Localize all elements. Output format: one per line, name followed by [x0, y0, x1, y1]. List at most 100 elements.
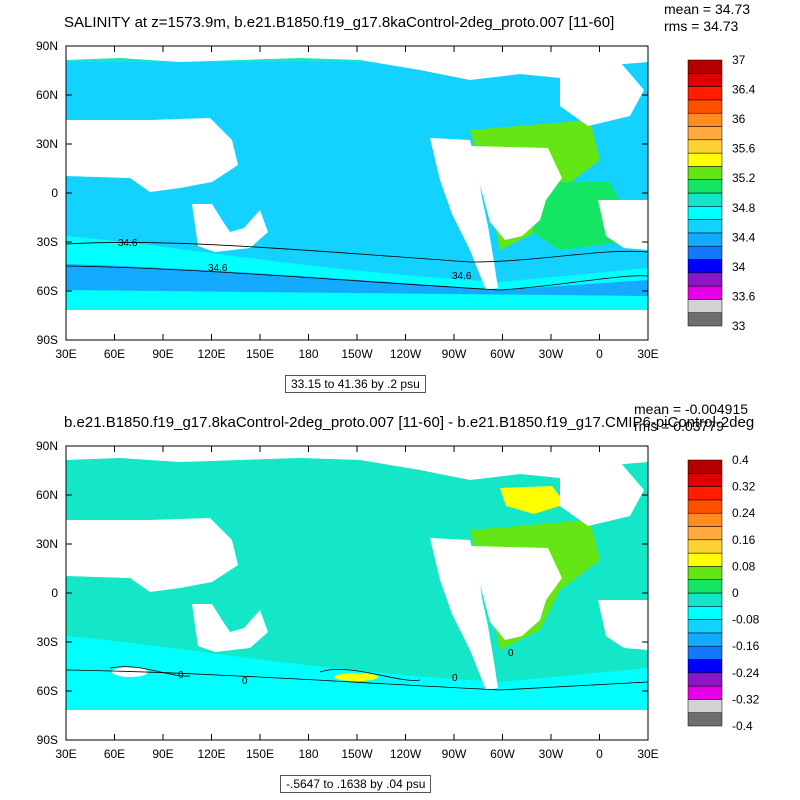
colorbar-label: 33	[732, 319, 746, 333]
colorbar: -0.4 -0.32 -0.24 -0.16 -0.08 0 0.08 0.16 0.24 0.3…	[687, 453, 760, 733]
colorbar-label: 36	[732, 112, 746, 126]
x-tick-label: 150W	[341, 747, 373, 761]
y-tick-label: 90S	[37, 333, 58, 347]
x-tick-label: 120W	[390, 347, 422, 361]
southern-band-field	[66, 264, 648, 296]
map-axes: 30E 60E 90E 120E 150E 180 150W 120W 90W 60W 30W 0 30…	[36, 39, 659, 361]
difference-map: 00 00 30E 60E 90E 120E 150E 180 150W 120W 90W 60W 3…	[36, 439, 760, 761]
x-tick-label: 90W	[442, 347, 467, 361]
colorbar-label: 34.8	[732, 201, 756, 215]
x-tick-label: 30E	[637, 747, 658, 761]
colorbar-swatch	[687, 512, 723, 527]
contour-label: 0	[452, 673, 458, 684]
x-tick-label: 120E	[197, 347, 225, 361]
salinity-panel: SALINITY at z=1573.9m, b.e21.B1850.f19_g…	[36, 2, 756, 393]
land-mask	[66, 446, 648, 480]
colorbar-label: 0.32	[732, 480, 756, 494]
rms-stat: rms = 34.73	[664, 18, 739, 34]
land-mask	[430, 138, 498, 290]
southern-ocean-field	[66, 636, 648, 710]
colorbar-swatch	[687, 699, 723, 713]
x-tick-label: 30E	[55, 747, 76, 761]
colorbar-swatch	[687, 192, 723, 207]
colorbar-swatch	[687, 59, 723, 74]
colorbar-label: -0.24	[732, 666, 760, 680]
colorbar-swatch	[687, 712, 723, 727]
contour-label: 0	[178, 670, 184, 681]
contour-label: 34.6	[208, 263, 228, 274]
land-mask	[66, 46, 648, 80]
contour-line	[65, 242, 649, 263]
land-mask	[66, 518, 238, 592]
x-tick-label: 180	[298, 747, 318, 761]
colorbar-swatch	[687, 112, 723, 127]
x-tick-label: 150W	[341, 347, 373, 361]
colorbar-label: 35.6	[732, 142, 756, 156]
land-mask	[598, 200, 648, 250]
colorbar-swatch	[687, 645, 723, 660]
y-tick-label: 30S	[37, 635, 58, 649]
contour-range-label: -.5647 to .1638 by .04 psu	[280, 775, 432, 793]
panel-title: b.e21.B1850.f19_g17.8kaControl-2deg_prot…	[64, 414, 755, 431]
x-tick-label: 60E	[104, 347, 125, 361]
colorbar-swatch	[687, 606, 723, 620]
colorbar-label: -0.32	[732, 692, 760, 706]
x-tick-label: 180	[298, 347, 318, 361]
panel-title: SALINITY at z=1573.9m, b.e21.B1850.f19_g…	[64, 14, 615, 31]
y-tick-label: 0	[51, 586, 58, 600]
y-tick-label: 90N	[36, 39, 58, 53]
colorbar-label: 37	[732, 53, 746, 67]
colorbar-swatch	[687, 632, 723, 647]
y-tick-label: 60S	[37, 284, 58, 298]
colorbar-label: -0.4	[732, 719, 753, 733]
colorbar-swatch	[687, 552, 723, 567]
x-tick-label: 120W	[390, 747, 422, 761]
colorbar-swatch	[687, 86, 723, 101]
colorbar-swatch	[687, 539, 723, 554]
map-plot: 0 0 0 0	[65, 445, 649, 741]
x-tick-label: 30W	[539, 747, 564, 761]
land-mask	[560, 62, 644, 126]
colorbar-swatch	[687, 619, 723, 634]
anomaly-patch	[112, 667, 148, 677]
contour-range-label: 33.15 to 41.36 by .2 psu	[285, 375, 426, 393]
map-axes: 30E 60E 90E 120E 150E 180 150W 120W 90W 60W 30W 0 30…	[36, 439, 659, 761]
x-tick-label: 60E	[104, 747, 125, 761]
colorbar-swatch	[687, 659, 723, 674]
map-plot: 34.6 34.6 34.6	[65, 45, 649, 341]
land-mask	[598, 600, 648, 650]
colorbar-label: 0.4	[732, 453, 749, 467]
land-mask	[470, 546, 562, 640]
land-mask	[430, 538, 498, 690]
colorbar-label: 0.08	[732, 559, 756, 573]
colorbar-swatch	[687, 245, 723, 260]
colorbar-swatch	[687, 312, 723, 327]
colorbar-swatch	[687, 73, 723, 87]
x-tick-label: 60W	[490, 347, 515, 361]
colorbar-swatch	[687, 126, 723, 141]
colorbar-swatch	[687, 299, 723, 313]
colorbar-swatch	[687, 592, 723, 607]
y-tick-label: 60N	[36, 88, 58, 102]
colorbar-swatch	[687, 499, 723, 514]
x-tick-label: 30E	[637, 347, 658, 361]
y-tick-label: 90S	[37, 733, 58, 747]
colorbar-label: 34.4	[732, 230, 756, 244]
x-tick-label: 30W	[539, 347, 564, 361]
contour-label: 0	[508, 648, 514, 659]
x-tick-label: 120E	[197, 747, 225, 761]
contour-line	[65, 669, 649, 691]
x-tick-label: 90E	[152, 347, 173, 361]
y-tick-label: 0	[51, 186, 58, 200]
colorbar-label: -0.16	[732, 639, 760, 653]
colorbar-label: 0.16	[732, 533, 756, 547]
contour-label: 34.6	[452, 271, 472, 282]
x-tick-label: 60W	[490, 747, 515, 761]
colorbar-swatch	[687, 219, 723, 234]
y-tick-label: 60S	[37, 684, 58, 698]
x-tick-label: 150E	[246, 347, 274, 361]
y-tick-label: 30N	[36, 537, 58, 551]
land-mask	[192, 604, 268, 652]
colorbar-label: -0.08	[732, 613, 760, 627]
land-mask	[470, 146, 562, 240]
